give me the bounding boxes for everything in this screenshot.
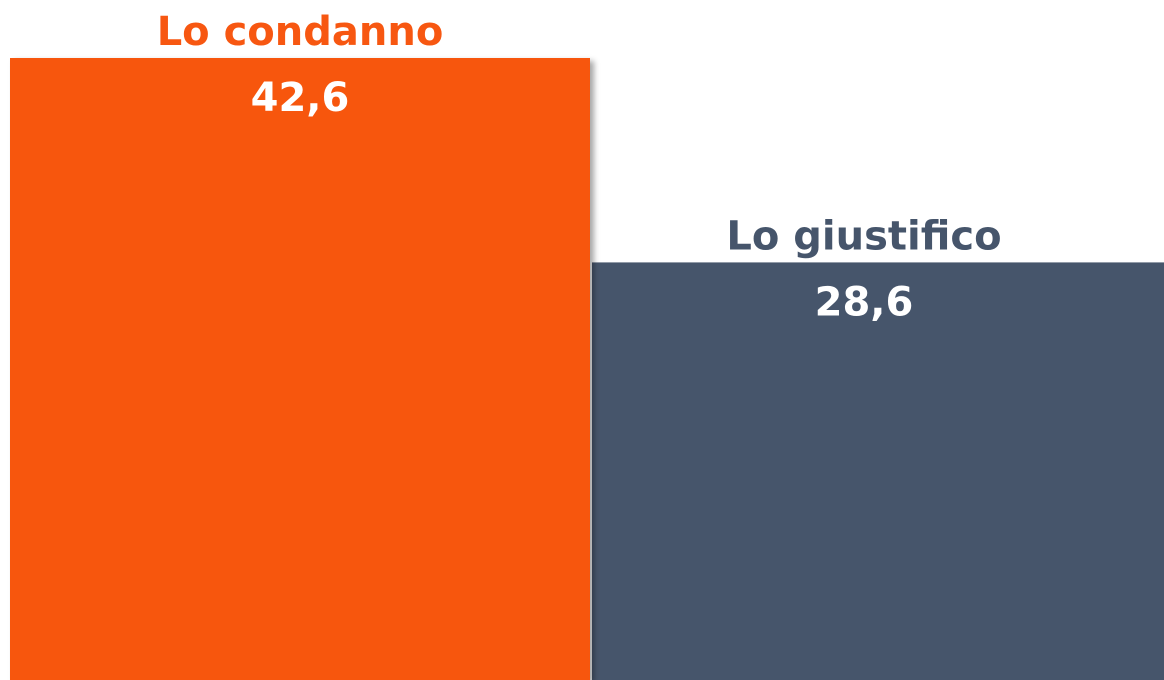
category-label: Lo condanno [157,9,444,55]
value-label: 28,6 [815,279,914,325]
value-label: 42,6 [251,75,350,121]
category-label: Lo giustifico [726,213,1001,259]
bar [10,58,590,680]
bar [592,262,1164,680]
